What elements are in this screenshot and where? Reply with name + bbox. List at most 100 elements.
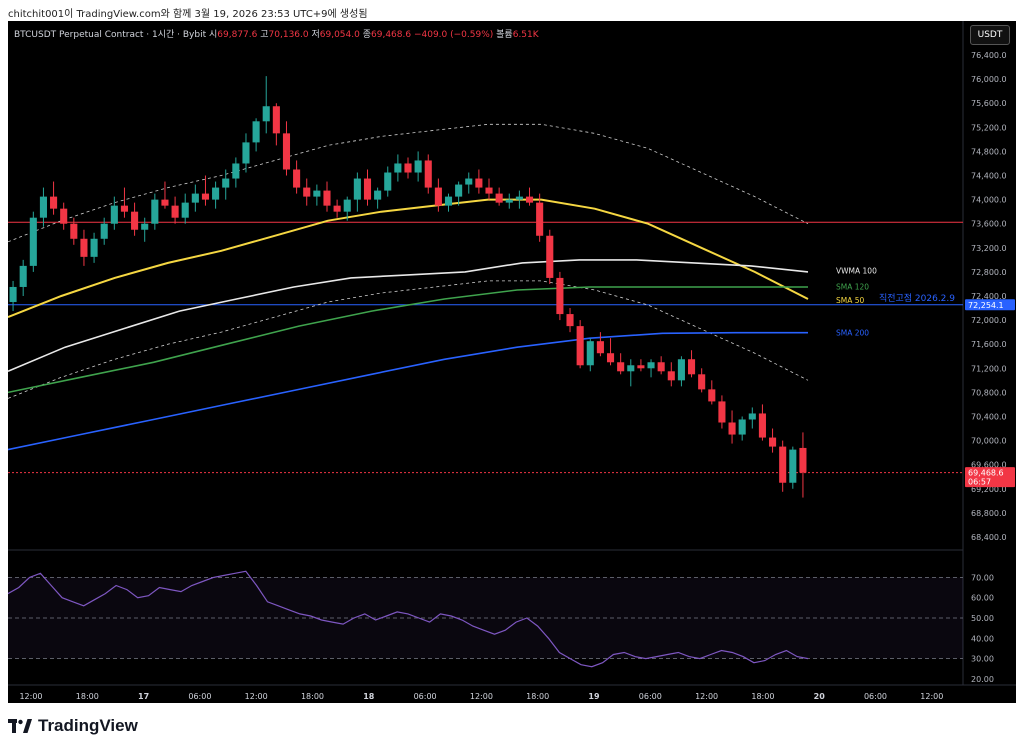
price-tick-label: 70,400.0	[971, 412, 1007, 421]
price-tick-label: 71,600.0	[971, 340, 1007, 349]
candle-body	[201, 193, 210, 200]
rsi-tick-label: 20.00	[971, 675, 994, 684]
countdown-label: 06:57	[968, 478, 991, 487]
candle-body	[313, 190, 321, 197]
candle-body	[141, 223, 149, 230]
candle-body	[242, 142, 250, 164]
time-tick-label: 06:00	[414, 692, 437, 701]
price-tick-label: 69,600.0	[971, 461, 1007, 470]
time-tick-label: 18:00	[301, 692, 324, 701]
ma-line-vwma100	[8, 259, 809, 373]
candle-body	[181, 202, 189, 218]
price-tag-value: 72,254.1	[968, 301, 1004, 310]
ma-line-sma120	[8, 286, 808, 394]
candle-body	[667, 371, 675, 381]
time-tick-label: 12:00	[19, 692, 42, 701]
candle-body	[688, 359, 696, 375]
candle-body	[282, 133, 291, 170]
indicator-label: SMA 200	[836, 329, 869, 338]
high-value: 70,136.0	[268, 30, 309, 40]
candle-body	[110, 205, 118, 224]
candle-body	[70, 223, 78, 239]
change-value: −409.0 (−0.59%)	[413, 30, 494, 40]
time-tick-label: 12:00	[695, 692, 718, 701]
price-tag	[965, 299, 1015, 311]
candle-body	[100, 223, 108, 239]
indicator-label: SMA 50	[836, 296, 865, 305]
candle-body	[738, 419, 746, 435]
candle-body	[212, 187, 220, 200]
price-tick-label: 69,200.0	[971, 485, 1007, 494]
price-tick-label: 74,400.0	[971, 172, 1007, 181]
ma-line-sma50	[8, 198, 809, 319]
candle-body	[252, 121, 260, 143]
symbol-header: BTCUSDT Perpetual Contract · 1시간 · Bybit…	[14, 27, 539, 40]
candle-body	[60, 208, 68, 224]
close-label: 종	[362, 30, 371, 40]
candle-body	[505, 199, 513, 203]
candle-body	[475, 178, 483, 188]
price-tag-value: 69,468.6	[968, 469, 1004, 478]
low-label: 저	[311, 30, 320, 40]
tradingview-logo-icon	[8, 719, 32, 733]
time-tick-label: 12:00	[920, 692, 943, 701]
candle-body	[758, 413, 766, 438]
price-tick-label: 70,000.0	[971, 437, 1007, 446]
price-tick-label: 75,600.0	[971, 99, 1007, 108]
footer: TradingView	[8, 716, 138, 736]
candle-body	[718, 401, 726, 423]
price-tick-label: 70,800.0	[971, 388, 1007, 397]
high-label: 고	[260, 30, 269, 40]
candle-body	[799, 447, 807, 473]
rsi-tick-label: 30.00	[971, 655, 994, 664]
time-tick-label: 18:00	[751, 692, 774, 701]
candle-body	[384, 172, 392, 191]
candle-body	[414, 160, 422, 173]
rsi-tick-label: 50.00	[971, 614, 994, 623]
volume-label: 볼륨	[496, 30, 513, 40]
volume-value: 6.51K	[512, 30, 539, 40]
candle-body	[647, 362, 655, 369]
candle-body	[151, 199, 159, 224]
candle-body	[677, 359, 685, 381]
rsi-tick-label: 70.00	[971, 573, 994, 582]
price-tick-label: 74,800.0	[971, 147, 1007, 156]
ma-line-sma200	[8, 331, 808, 451]
price-tick-label: 76,400.0	[971, 51, 1007, 60]
candle-body	[495, 193, 503, 203]
price-chart[interactable]: 76,400.0 76,000.0 75,600.0 75,200.0 74,800.0…	[8, 21, 1016, 703]
price-tick-label: 72,400.0	[971, 292, 1007, 301]
candle-body	[353, 178, 361, 200]
candle-body	[769, 437, 777, 447]
chart-caption: chitchit001이 TradingView.com와 함께 3월 19, …	[8, 9, 368, 20]
currency-button[interactable]: USDT	[970, 25, 1010, 45]
candle-body	[222, 178, 230, 188]
time-tick-label: 18:00	[76, 692, 99, 701]
candle-body	[485, 187, 493, 194]
candle-body	[120, 205, 128, 212]
close-value: 69,468.6	[371, 30, 412, 40]
candle-body	[617, 362, 625, 372]
indicator-label: VWMA 100	[836, 267, 877, 276]
candle-body	[161, 199, 169, 206]
candle-body	[171, 205, 179, 218]
candle-body	[637, 365, 645, 369]
candle-body	[404, 163, 412, 173]
candle-body	[424, 160, 432, 188]
candle-body	[556, 277, 564, 315]
candle-body	[374, 190, 382, 200]
candle-body	[90, 238, 98, 257]
candle-body	[444, 196, 453, 206]
candle-body	[779, 446, 787, 483]
price-tick-label: 68,800.0	[971, 509, 1007, 518]
time-tick-label: 20	[814, 692, 826, 701]
candle-body	[363, 178, 372, 200]
candle-body	[465, 178, 473, 185]
candle-body	[434, 187, 442, 206]
candle-body	[272, 106, 280, 134]
candle-body	[728, 422, 736, 435]
rsi-line	[8, 570, 809, 668]
price-tick-label: 76,000.0	[971, 75, 1007, 84]
chart-panel[interactable]: 76,400.0 76,000.0 75,600.0 75,200.0 74,800.0…	[8, 21, 1016, 703]
price-tick-label: 68,400.0	[971, 533, 1007, 542]
